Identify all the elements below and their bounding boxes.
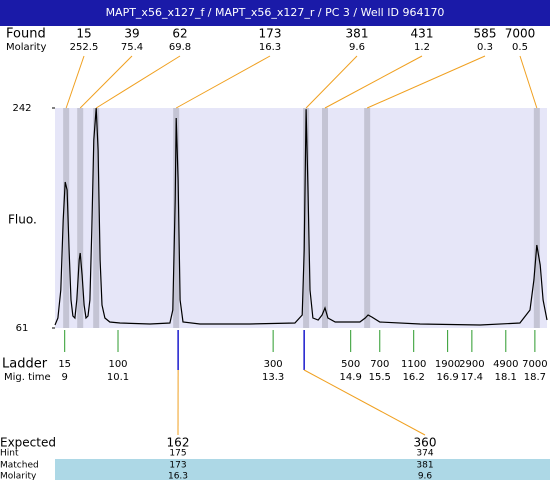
- found-size: 7000: [505, 27, 536, 41]
- leader-line: [79, 55, 133, 109]
- ladder-time: 18.1: [495, 372, 517, 383]
- expected-row-label: Expected: [0, 436, 56, 450]
- ladder-time: 9: [62, 372, 68, 383]
- expected-expected: 360: [414, 436, 437, 450]
- expected-matched: 173: [169, 461, 186, 471]
- peak-band: [303, 108, 310, 328]
- y-tick-label: 61: [16, 323, 29, 334]
- title: MAPT_x56_x127_f / MAPT_x56_x127_r / PC 3…: [106, 6, 445, 19]
- expected-molarity: 16.3: [168, 472, 188, 480]
- leader-line: [65, 55, 85, 109]
- found-size: 15: [76, 27, 91, 41]
- ladder-time: 17.4: [461, 372, 483, 383]
- expected-row-label: Matched: [0, 461, 39, 471]
- peak-band: [93, 108, 100, 328]
- ladder-size: 4900: [493, 359, 518, 370]
- found-molarity: 9.6: [349, 42, 365, 53]
- leader-line: [95, 55, 181, 109]
- peak-band: [77, 108, 84, 328]
- ladder-time: 10.1: [107, 372, 129, 383]
- ladder-time: 16.9: [436, 372, 458, 383]
- expected-leader: [303, 369, 426, 436]
- matched-row-bg: [55, 459, 550, 480]
- found-size: 39: [124, 27, 139, 41]
- expected-row-label: Hint: [0, 449, 19, 459]
- leader-line: [519, 55, 538, 109]
- mig-time-label: Mig. time: [4, 372, 51, 383]
- plot-area: [55, 108, 547, 328]
- found-label: Found: [6, 27, 46, 42]
- found-size: 585: [474, 27, 497, 41]
- title-bar: [0, 0, 550, 26]
- peak-band: [364, 108, 371, 328]
- ladder-time: 13.3: [262, 372, 284, 383]
- ladder-size: 15: [58, 359, 71, 370]
- leader-line: [305, 55, 358, 109]
- leader-line: [366, 55, 486, 109]
- ladder-time: 16.2: [403, 372, 425, 383]
- found-molarity: 16.3: [259, 42, 281, 53]
- expected-hint: 175: [169, 449, 186, 459]
- expected-expected: 162: [167, 436, 190, 450]
- found-size: 431: [411, 27, 434, 41]
- ladder-size: 1100: [401, 359, 426, 370]
- ladder-size: 300: [264, 359, 283, 370]
- found-size: 62: [172, 27, 187, 41]
- peak-band: [533, 108, 540, 328]
- expected-matched: 381: [416, 461, 433, 471]
- leader-line: [175, 55, 271, 109]
- leader-line: [324, 55, 423, 109]
- found-molarity: 252.5: [70, 42, 99, 53]
- ladder-size: 500: [341, 359, 360, 370]
- found-molarity: 0.3: [477, 42, 493, 53]
- molarity-label: Molarity: [6, 42, 46, 53]
- trace: [54, 107, 548, 326]
- expected-row-label: Molarity: [0, 472, 37, 480]
- ladder-time: 18.7: [524, 372, 546, 383]
- found-molarity: 69.8: [169, 42, 191, 53]
- ladder-size: 700: [370, 359, 389, 370]
- found-molarity: 75.4: [121, 42, 143, 53]
- found-size: 381: [346, 27, 369, 41]
- peak-band: [173, 108, 180, 328]
- ladder-size: 1900: [435, 359, 460, 370]
- ladder-size: 2900: [459, 359, 484, 370]
- ladder-size: 7000: [522, 359, 547, 370]
- expected-hint: 374: [416, 449, 433, 459]
- y-tick-label: 242: [12, 103, 31, 114]
- ladder-time: 15.5: [369, 372, 391, 383]
- ladder-size: 100: [108, 359, 127, 370]
- ladder-label: Ladder: [2, 357, 48, 372]
- found-molarity: 1.2: [414, 42, 430, 53]
- peak-band: [63, 108, 70, 328]
- found-molarity: 0.5: [512, 42, 528, 53]
- y-axis-label: Fluo.: [8, 213, 37, 227]
- peak-band: [321, 108, 328, 328]
- found-size: 173: [259, 27, 282, 41]
- ladder-time: 14.9: [340, 372, 362, 383]
- expected-molarity: 9.6: [418, 472, 433, 480]
